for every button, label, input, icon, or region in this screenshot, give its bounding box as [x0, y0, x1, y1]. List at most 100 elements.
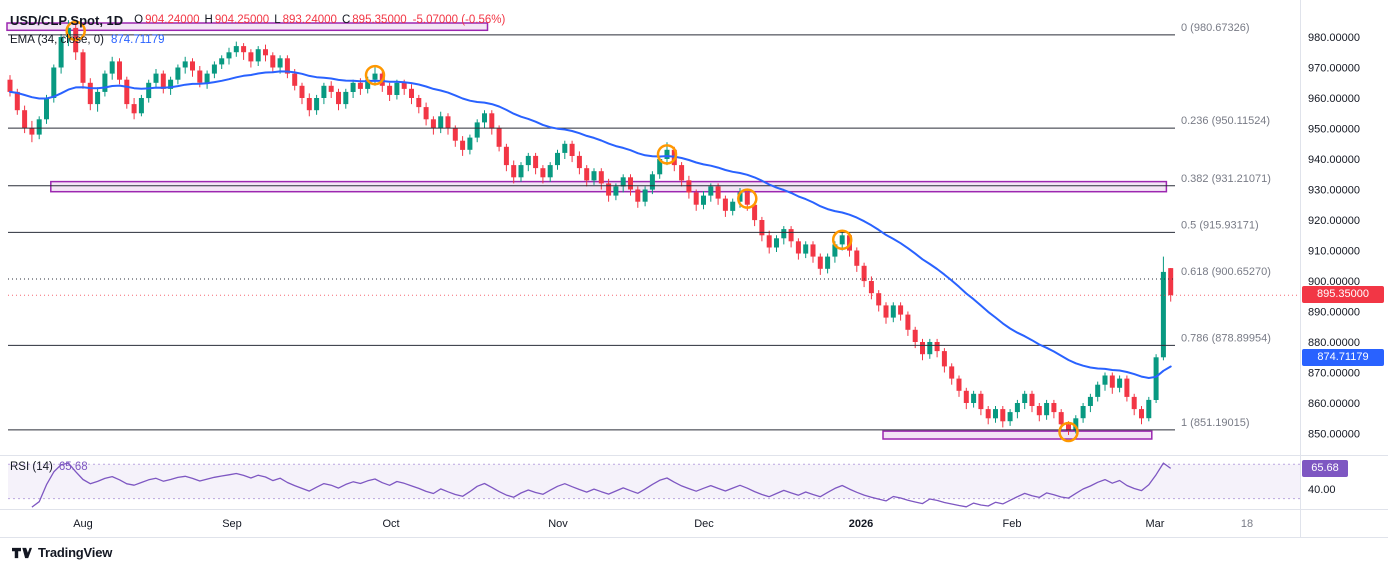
- candle-body: [1124, 378, 1130, 397]
- candle-body: [1102, 375, 1108, 385]
- price-tick-label: 980.00000: [1308, 32, 1360, 44]
- candle-body: [832, 244, 838, 257]
- candle-body: [861, 265, 867, 282]
- candle-body: [810, 244, 816, 257]
- price-zone[interactable]: [6, 22, 489, 32]
- price-zone[interactable]: [882, 430, 1153, 440]
- candle-body: [255, 49, 261, 62]
- candle-body: [649, 174, 655, 190]
- price-scale[interactable]: 980.00000 970.00000 960.00000 950.00000 940.…: [1308, 32, 1360, 441]
- candle-body: [730, 201, 736, 211]
- marker-circle[interactable]: [364, 64, 386, 86]
- candle-body: [956, 378, 962, 391]
- candles-series: [7, 20, 1174, 435]
- candle-body: [452, 128, 458, 141]
- marker-circle[interactable]: [831, 229, 853, 251]
- candle-body: [635, 189, 641, 202]
- candle-body: [708, 186, 714, 196]
- candle-body: [1044, 403, 1050, 416]
- ema-line[interactable]: [9, 70, 1172, 379]
- candle-body: [299, 85, 305, 98]
- candle-body: [598, 171, 604, 184]
- candle-body: [657, 159, 663, 175]
- candle-body: [357, 82, 363, 89]
- candle-body: [489, 113, 495, 129]
- time-axis-label: Oct: [382, 518, 399, 530]
- candle-body: [233, 46, 239, 53]
- candle-body: [1036, 406, 1042, 416]
- time-axis-label: Dec: [694, 518, 714, 530]
- candle-body: [292, 73, 298, 86]
- candle-body: [226, 52, 232, 59]
- candle-body: [547, 165, 553, 178]
- candle-body: [95, 91, 101, 105]
- candle-body: [29, 128, 35, 135]
- candle-body: [1139, 409, 1144, 419]
- candle-body: [401, 82, 407, 89]
- chart-legend: USD/CLP Spot, 1D O 904.24000 H 904.25000…: [10, 10, 505, 50]
- candle-body: [1168, 268, 1174, 296]
- candle-body: [628, 177, 633, 190]
- marker-circle[interactable]: [737, 188, 758, 209]
- symbol-legend-row[interactable]: USD/CLP Spot, 1D O 904.24000 H 904.25000…: [10, 10, 505, 30]
- candle-body: [219, 58, 225, 65]
- ema-legend-row[interactable]: EMA (34, close, 0) 874.71179: [10, 30, 505, 50]
- candle-body: [22, 110, 28, 129]
- candle-body: [825, 256, 831, 269]
- candle-body: [117, 61, 122, 80]
- high-label: H: [204, 14, 213, 26]
- marker-circle[interactable]: [1058, 421, 1079, 443]
- price-tick-label: 930.00000: [1308, 185, 1360, 197]
- low-value: 893.24000: [282, 14, 337, 26]
- fib-level-label: 0.382 (931.21071): [1181, 173, 1271, 185]
- candle-body: [971, 393, 977, 403]
- close-label: C: [341, 14, 351, 26]
- candle-body: [365, 79, 371, 89]
- candle-body: [1066, 424, 1071, 431]
- candle-body: [277, 58, 283, 68]
- candle-body: [854, 250, 860, 266]
- candle-body: [963, 390, 969, 403]
- candle-body: [905, 314, 911, 330]
- rsi-indicator-label[interactable]: RSI (14): [10, 461, 53, 473]
- candle-body: [7, 79, 13, 92]
- close-value: 895.35000: [352, 14, 407, 26]
- candle-body: [927, 342, 933, 355]
- tradingview-logo[interactable]: TradingView: [12, 545, 112, 560]
- fib-level-label: 0.618 (900.65270): [1181, 266, 1271, 278]
- candle-body: [868, 281, 874, 294]
- candle-body: [1095, 384, 1101, 397]
- ema-indicator-label[interactable]: EMA (34, close, 0): [10, 34, 104, 46]
- candle-body: [182, 61, 188, 68]
- candle-body: [701, 195, 706, 205]
- candle-body: [109, 61, 115, 74]
- candle-body: [1131, 396, 1137, 410]
- candle-body: [336, 91, 341, 105]
- candle-body: [890, 305, 896, 318]
- candle-body: [941, 351, 947, 367]
- high-value: 904.25000: [214, 14, 270, 26]
- time-axis-label: Sep: [222, 518, 242, 530]
- marker-circle[interactable]: [65, 20, 86, 42]
- candle-body: [474, 122, 480, 138]
- candle-body: [65, 27, 71, 37]
- marker-circle[interactable]: [656, 144, 678, 165]
- rsi-band: [8, 464, 1300, 499]
- rsi-line[interactable]: [31, 462, 1172, 508]
- candle-body: [496, 128, 502, 147]
- symbol-title[interactable]: USD/CLP Spot, 1D: [10, 12, 124, 28]
- candle-body: [241, 46, 247, 53]
- candle-body: [898, 305, 904, 315]
- candle-body: [44, 98, 49, 120]
- time-axis-label: 18: [1241, 518, 1253, 530]
- open-value: 904.24000: [145, 14, 200, 26]
- candle-body: [985, 409, 991, 419]
- time-scale[interactable]: Aug Sep Oct Nov Dec 2026 Feb Mar 18: [73, 518, 1253, 530]
- rsi-legend-row[interactable]: RSI (14) 65.68: [10, 461, 88, 473]
- candle-body: [146, 82, 152, 99]
- candle-body: [197, 70, 203, 83]
- candle-body: [606, 183, 612, 196]
- fib-level-label: 0.236 (950.11524): [1181, 115, 1270, 127]
